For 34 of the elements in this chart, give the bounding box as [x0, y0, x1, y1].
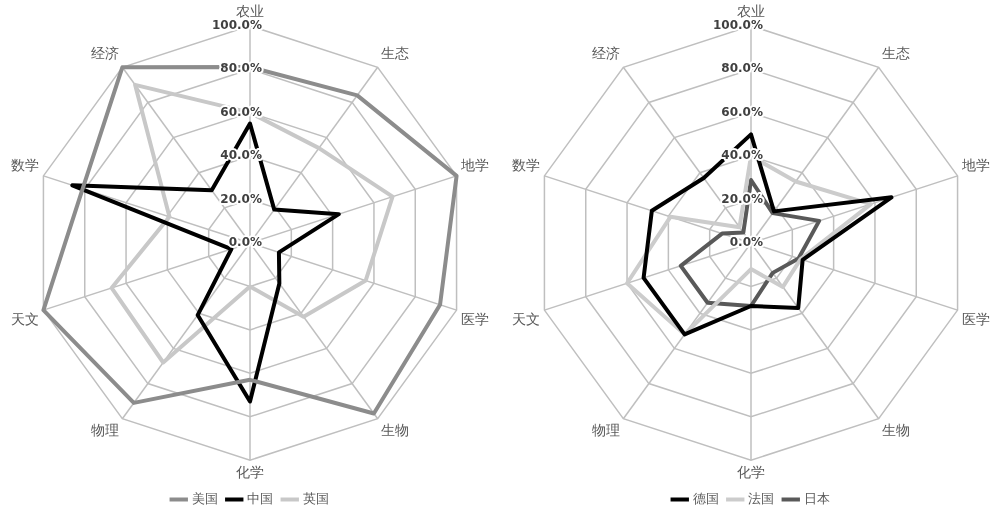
- spoke-label: 天文: [10, 310, 39, 327]
- spoke-label: 农业: [737, 3, 765, 20]
- spoke-label: 生物: [380, 421, 409, 438]
- y-tick-label: 20.0%: [220, 191, 262, 206]
- spoke-label: 生态: [380, 45, 409, 62]
- y-tick-label: 60.0%: [220, 104, 262, 119]
- spoke-label: 化学: [236, 464, 264, 481]
- spoke-label: 物理: [592, 421, 621, 438]
- y-tick-label: 0.0%: [729, 235, 763, 250]
- legend-label: 中国: [247, 490, 274, 506]
- spoke-label: 化学: [737, 464, 765, 481]
- spoke-label: 地学: [460, 156, 490, 173]
- legend-label: 英国: [302, 490, 329, 506]
- legend-label: 美国: [191, 490, 218, 506]
- spoke-label: 数学: [10, 156, 39, 173]
- spoke-label: 医学: [461, 310, 490, 327]
- spoke-label: 物理: [91, 421, 120, 438]
- y-tick-label: 80.0%: [721, 61, 763, 76]
- spoke-label: 农业: [236, 3, 264, 20]
- y-tick-label: 60.0%: [721, 104, 763, 119]
- y-tick-label: 0.0%: [228, 235, 262, 250]
- legend-label: 日本: [803, 490, 830, 506]
- spoke-label: 生物: [881, 421, 910, 438]
- legend-label: 德国: [692, 490, 719, 506]
- spoke-label: 天文: [511, 310, 540, 327]
- spoke-label: 医学: [962, 310, 991, 327]
- spoke-label: 经济: [91, 45, 120, 62]
- spoke-label: 经济: [592, 45, 621, 62]
- y-tick-label: 100.0%: [713, 17, 763, 32]
- legend-label: 法国: [748, 490, 775, 506]
- spoke-label: 数学: [511, 156, 540, 173]
- spoke-label: 地学: [961, 156, 991, 173]
- y-tick-label: 100.0%: [212, 17, 262, 32]
- spoke-label: 生态: [881, 45, 910, 62]
